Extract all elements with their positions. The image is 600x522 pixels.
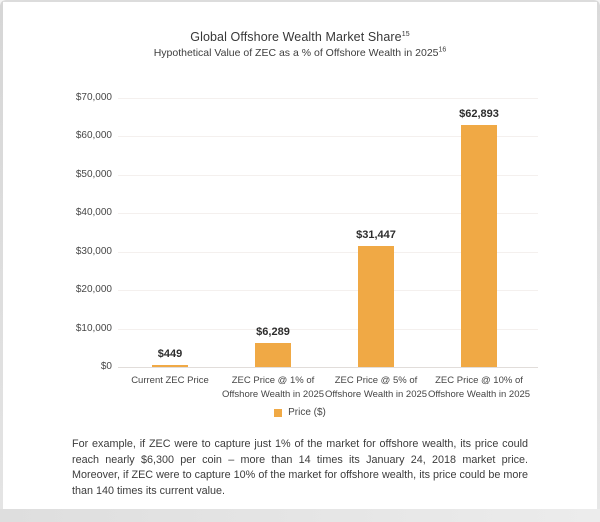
legend-color-swatch	[274, 408, 283, 417]
y-axis-tick-label: $50,000	[75, 169, 112, 180]
bar	[152, 365, 188, 367]
subtitle-footnote-superscript: 16	[438, 46, 447, 54]
chart-legend: Price ($)	[0, 407, 600, 418]
chart-title: Global Offshore Wealth Market Share15	[0, 30, 600, 44]
x-axis-category-label: ZEC Price @ 10% of Offshore Wealth in 202…	[427, 375, 531, 400]
bar	[358, 246, 394, 367]
y-axis-tick-label: $10,000	[75, 323, 112, 334]
footnote-paragraph: For example, if ZEC were to capture just…	[72, 438, 528, 497]
page-left-edge	[0, 0, 3, 509]
page-bottom-edge	[0, 509, 600, 522]
chart-header: Global Offshore Wealth Market Share15 Hy…	[0, 30, 600, 59]
bar	[461, 125, 497, 367]
title-footnote-superscript: 15	[401, 30, 410, 38]
y-axis-tick-label: $40,000	[75, 207, 112, 218]
bar-value-label: $31,447	[356, 229, 396, 241]
gridline	[118, 136, 538, 137]
y-axis-tick-label: $60,000	[75, 130, 112, 141]
gridline	[118, 175, 538, 176]
gridline	[118, 290, 538, 291]
bar-value-label: $449	[157, 348, 183, 360]
gridline	[118, 98, 538, 99]
bar-value-label: $6,289	[256, 326, 290, 338]
gridline	[118, 252, 538, 253]
y-axis-tick-label: $30,000	[75, 246, 112, 257]
x-axis-category-label: Current ZEC Price	[131, 375, 209, 386]
bar	[255, 343, 291, 367]
page-top-edge	[0, 0, 600, 2]
page-right-edge	[597, 0, 600, 509]
x-axis-category-label: ZEC Price @ 1% of Offshore Wealth in 2025	[221, 375, 325, 400]
y-axis-tick-label: $20,000	[75, 284, 112, 295]
y-axis-tick-label: $70,000	[75, 92, 112, 103]
bar-chart-plot-area: $0 $10,000 $20,000 $30,000 $40,000 $50,000 $60…	[75, 92, 538, 400]
legend-label: Price ($)	[288, 407, 326, 418]
bar-value-label: $62,893	[459, 108, 499, 120]
x-axis-category-label: ZEC Price @ 5% of Offshore Wealth in 2025	[324, 375, 428, 400]
gridline	[118, 329, 538, 330]
x-axis-line	[118, 367, 538, 368]
y-axis-tick-label: $0	[100, 361, 112, 372]
chart-title-text: Global Offshore Wealth Market Share	[190, 30, 402, 44]
gridline	[118, 213, 538, 214]
chart-subtitle-text: Hypothetical Value of ZEC as a % of Offs…	[153, 47, 439, 59]
chart-subtitle: Hypothetical Value of ZEC as a % of Offs…	[0, 46, 600, 60]
